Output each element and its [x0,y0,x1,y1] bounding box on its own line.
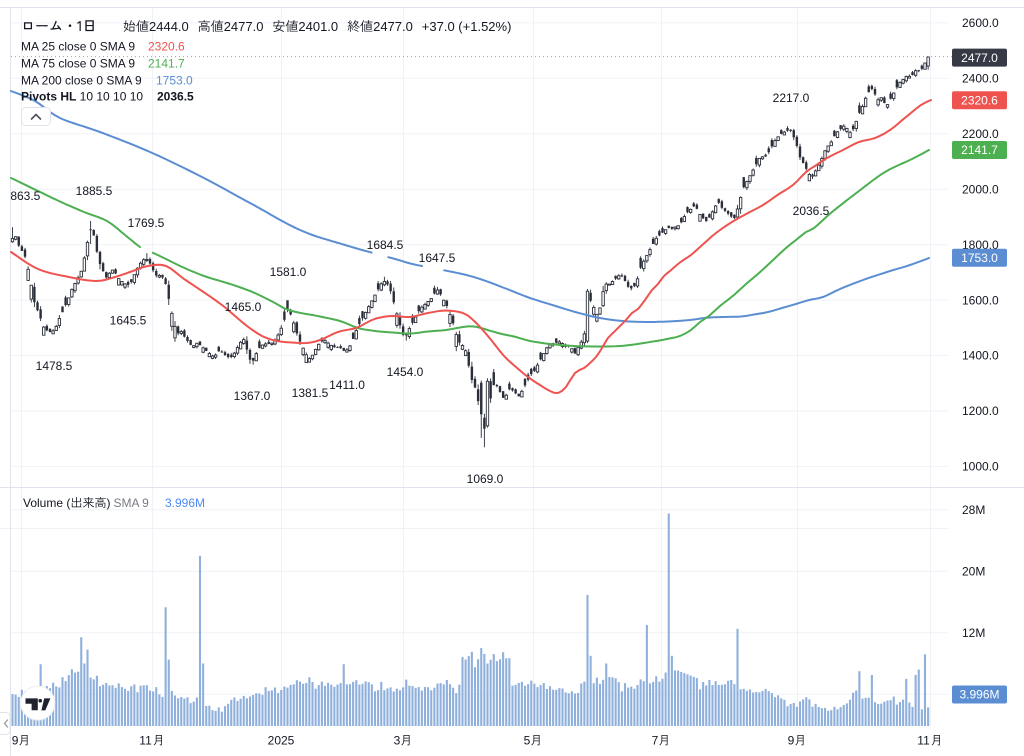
svg-text:2217.0: 2217.0 [773,91,810,105]
svg-text:Volume (: Volume ( [23,496,70,510]
svg-text:2025: 2025 [268,734,295,748]
svg-text:1069.0: 1069.0 [467,472,504,486]
svg-text:1753.0: 1753.0 [961,251,998,265]
svg-text:1885.5: 1885.5 [76,184,113,198]
svg-text:1454.0: 1454.0 [387,365,424,379]
svg-text:7: 7 [652,734,659,748]
svg-text:9: 9 [12,734,19,748]
svg-text:1000.0: 1000.0 [962,460,999,474]
svg-text:1645.5: 1645.5 [110,314,147,328]
svg-text:2477.0: 2477.0 [373,19,413,34]
svg-text:1400.0: 1400.0 [962,349,999,363]
svg-text:2000.0: 2000.0 [962,182,999,196]
svg-text:1581.0: 1581.0 [270,265,307,279]
svg-text:+37.0 (+1.52%): +37.0 (+1.52%) [422,19,512,34]
svg-text:3.996M: 3.996M [165,496,205,510]
svg-text:1367.0: 1367.0 [234,389,271,403]
svg-text:2600.0: 2600.0 [962,16,999,30]
svg-text:): ) [107,496,111,510]
svg-text:20M: 20M [962,564,985,578]
svg-text:MA 25 close 0 SMA 9: MA 25 close 0 SMA 9 [21,40,135,54]
svg-text:2036.5: 2036.5 [793,204,830,218]
svg-text:1200.0: 1200.0 [962,404,999,418]
svg-text:2477.0: 2477.0 [224,19,264,34]
svg-text:5: 5 [524,734,531,748]
svg-text:1753.0: 1753.0 [156,74,193,88]
svg-text:1381.5: 1381.5 [292,386,329,400]
svg-text:2036.5: 2036.5 [157,90,194,104]
svg-text:1465.0: 1465.0 [225,300,262,314]
svg-text:9: 9 [788,734,795,748]
svg-text:2320.6: 2320.6 [148,40,185,54]
svg-text:3.996M: 3.996M [959,688,999,702]
svg-text:2400.0: 2400.0 [962,72,999,86]
svg-text:2477.0: 2477.0 [961,51,998,65]
svg-text:2200.0: 2200.0 [962,127,999,141]
svg-text:MA 75 close 0 SMA 9: MA 75 close 0 SMA 9 [21,57,135,71]
svg-text:Pivots HL 10 10 10 10: Pivots HL 10 10 10 10 [21,90,143,104]
svg-text:11: 11 [139,734,152,748]
svg-text:1600.0: 1600.0 [962,293,999,307]
svg-text:3: 3 [394,734,401,748]
svg-text:11: 11 [917,734,930,748]
svg-text:12M: 12M [962,626,985,640]
svg-text:2444.0: 2444.0 [149,19,189,34]
svg-text:1411.0: 1411.0 [329,378,365,392]
svg-text:28M: 28M [962,503,985,517]
svg-text:1863.5: 1863.5 [4,189,41,203]
svg-text:2320.6: 2320.6 [961,94,998,108]
svg-text:1800.0: 1800.0 [962,238,999,252]
svg-text:SMA 9: SMA 9 [114,496,150,510]
svg-text:2141.7: 2141.7 [148,57,185,71]
svg-text:1647.5: 1647.5 [419,251,456,265]
svg-text:MA 200 close 0 SMA 9: MA 200 close 0 SMA 9 [21,74,142,88]
svg-text:2401.0: 2401.0 [298,19,338,34]
svg-text:2141.7: 2141.7 [961,143,998,157]
svg-text:1769.5: 1769.5 [128,216,165,230]
svg-text:1478.5: 1478.5 [36,359,73,373]
svg-text:1684.5: 1684.5 [367,238,404,252]
